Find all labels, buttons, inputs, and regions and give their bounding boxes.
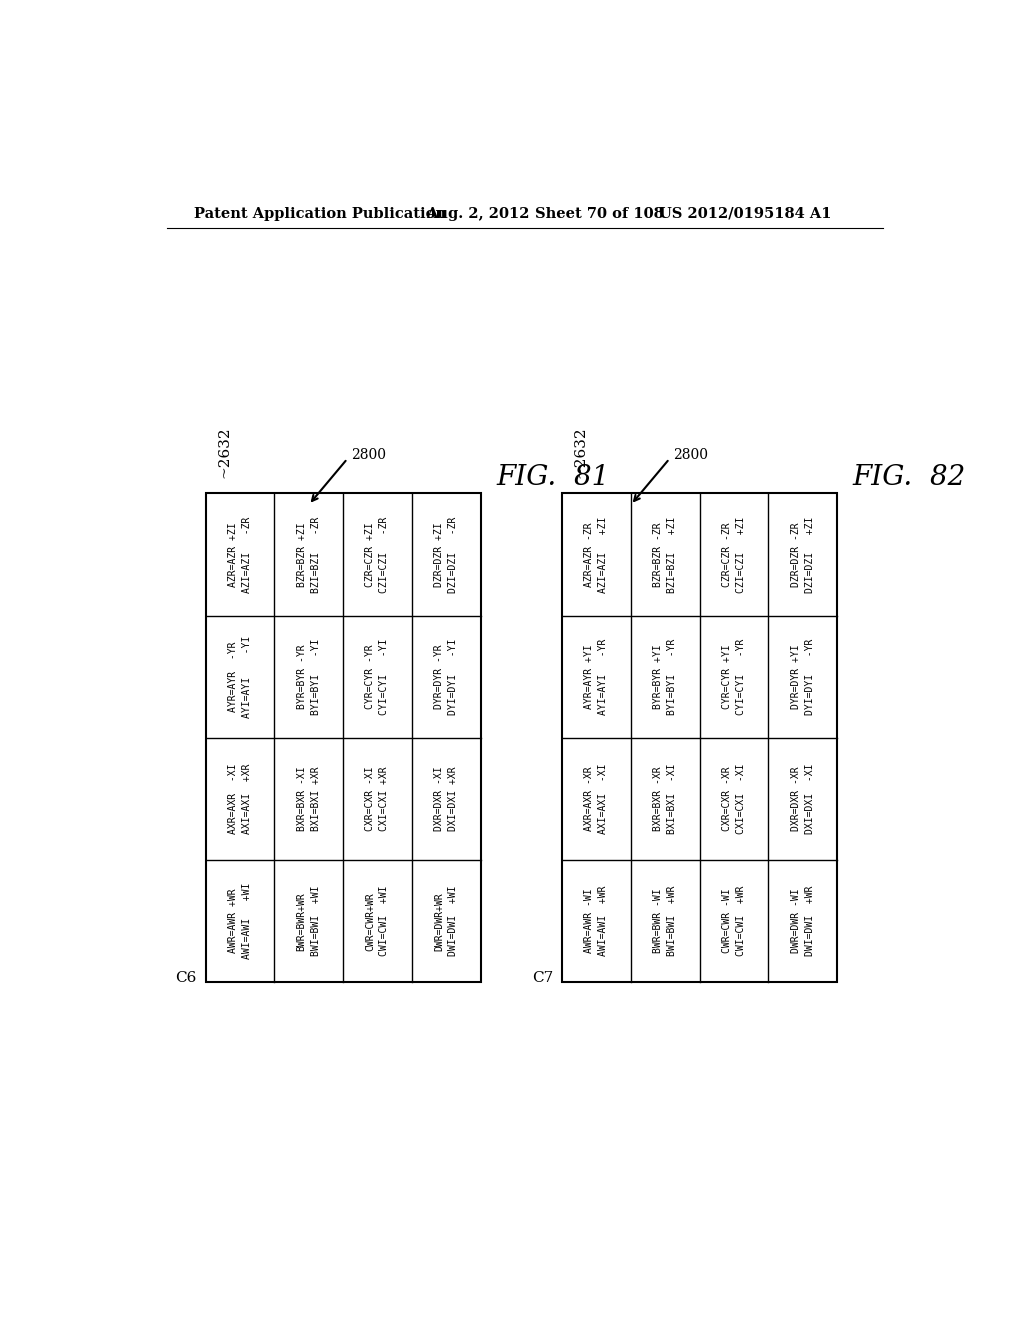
- Text: CYR=CYR +YI
CYI=CYI   -YR: CYR=CYR +YI CYI=CYI -YR: [722, 639, 745, 715]
- Text: DXR=DXR -XI
DXI=DXI +XR: DXR=DXR -XI DXI=DXI +XR: [434, 767, 458, 832]
- Bar: [562, 494, 838, 982]
- Text: CWR=CWR+WR
CWI=CWI  +WI: CWR=CWR+WR CWI=CWI +WI: [366, 886, 389, 957]
- Text: AZR=AZR +ZI
AZI=AZI   -ZR: AZR=AZR +ZI AZI=AZI -ZR: [228, 516, 252, 593]
- Text: C7: C7: [532, 972, 553, 986]
- Text: FIG.  82: FIG. 82: [853, 465, 966, 491]
- Text: DZR=DZR -ZR
DZI=DZI   +ZI: DZR=DZR -ZR DZI=DZI +ZI: [791, 516, 815, 593]
- Text: BWR=BWR -WI
BWI=BWI  +WR: BWR=BWR -WI BWI=BWI +WR: [653, 886, 677, 957]
- Text: DZR=DZR +ZI
DZI=DZI   -ZR: DZR=DZR +ZI DZI=DZI -ZR: [434, 516, 458, 593]
- Text: AWR=AWR +WR
AWI=AWI   +WI: AWR=AWR +WR AWI=AWI +WI: [228, 883, 252, 960]
- Text: BWR=BWR+WR
BWI=BWI  +WI: BWR=BWR+WR BWI=BWI +WI: [297, 886, 321, 957]
- Text: DYR=DYR +YI
DYI=DYI   -YR: DYR=DYR +YI DYI=DYI -YR: [791, 639, 815, 715]
- Text: AXR=AXR  -XI
AXI=AXI  +XR: AXR=AXR -XI AXI=AXI +XR: [228, 764, 252, 834]
- Text: US 2012/0195184 A1: US 2012/0195184 A1: [658, 207, 831, 220]
- Text: ~2632: ~2632: [573, 426, 588, 478]
- Text: AZR=AZR -ZR
AZI=AZI   +ZI: AZR=AZR -ZR AZI=AZI +ZI: [585, 516, 608, 593]
- Text: CXR=CXR -XR
CXI=CXI  -XI: CXR=CXR -XR CXI=CXI -XI: [722, 764, 745, 834]
- Text: AYR=AYR  -YR
AYI=AYI    -YI: AYR=AYR -YR AYI=AYI -YI: [228, 636, 252, 718]
- Text: BZR=BZR -ZR
BZI=BZI   +ZI: BZR=BZR -ZR BZI=BZI +ZI: [653, 516, 677, 593]
- Text: DWR=DWR -WI
DWI=DWI  +WR: DWR=DWR -WI DWI=DWI +WR: [791, 886, 815, 957]
- Text: AYR=AYR +YI
AYI=AYI   -YR: AYR=AYR +YI AYI=AYI -YR: [585, 639, 608, 715]
- Text: CYR=CYR -YR
CYI=CYI   -YI: CYR=CYR -YR CYI=CYI -YI: [366, 639, 389, 715]
- Text: DXR=DXR -XR
DXI=DXI  -XI: DXR=DXR -XR DXI=DXI -XI: [791, 764, 815, 834]
- Text: Patent Application Publication: Patent Application Publication: [194, 207, 445, 220]
- Text: FIG.  81: FIG. 81: [496, 465, 609, 491]
- Text: Sheet 70 of 108: Sheet 70 of 108: [535, 207, 664, 220]
- Text: AXR=AXR -XR
AXI=AXI  -XI: AXR=AXR -XR AXI=AXI -XI: [585, 764, 608, 834]
- Text: BZR=BZR +ZI
BZI=BZI   -ZR: BZR=BZR +ZI BZI=BZI -ZR: [297, 516, 321, 593]
- Text: BXR=BXR -XI
BXI=BXI +XR: BXR=BXR -XI BXI=BXI +XR: [297, 767, 321, 832]
- Text: CZR=CZR +ZI
CZI=CZI   -ZR: CZR=CZR +ZI CZI=CZI -ZR: [366, 516, 389, 593]
- Text: DWR=DWR+WR
DWI=DWI  +WI: DWR=DWR+WR DWI=DWI +WI: [434, 886, 458, 957]
- Text: 2800: 2800: [674, 447, 709, 462]
- Text: AWR=AWR -WI
AWI=AWI  +WR: AWR=AWR -WI AWI=AWI +WR: [585, 886, 608, 957]
- Text: BYR=BYR -YR
BYI=BYI   -YI: BYR=BYR -YR BYI=BYI -YI: [297, 639, 321, 715]
- Text: CZR=CZR -ZR
CZI=CZI   +ZI: CZR=CZR -ZR CZI=CZI +ZI: [722, 516, 745, 593]
- Text: Aug. 2, 2012: Aug. 2, 2012: [426, 207, 529, 220]
- Text: CXR=CXR -XI
CXI=CXI +XR: CXR=CXR -XI CXI=CXI +XR: [366, 767, 389, 832]
- Text: C6: C6: [175, 972, 197, 986]
- Text: BYR=BYR +YI
BYI=BYI   -YR: BYR=BYR +YI BYI=BYI -YR: [653, 639, 677, 715]
- Text: CWR=CWR -WI
CWI=CWI  +WR: CWR=CWR -WI CWI=CWI +WR: [722, 886, 745, 957]
- Bar: [206, 494, 480, 982]
- Text: ~2632: ~2632: [217, 426, 231, 478]
- Text: 2800: 2800: [351, 447, 386, 462]
- Text: DYR=DYR -YR
DYI=DYI   -YI: DYR=DYR -YR DYI=DYI -YI: [434, 639, 458, 715]
- Text: BXR=BXR -XR
BXI=BXI  -XI: BXR=BXR -XR BXI=BXI -XI: [653, 764, 677, 834]
